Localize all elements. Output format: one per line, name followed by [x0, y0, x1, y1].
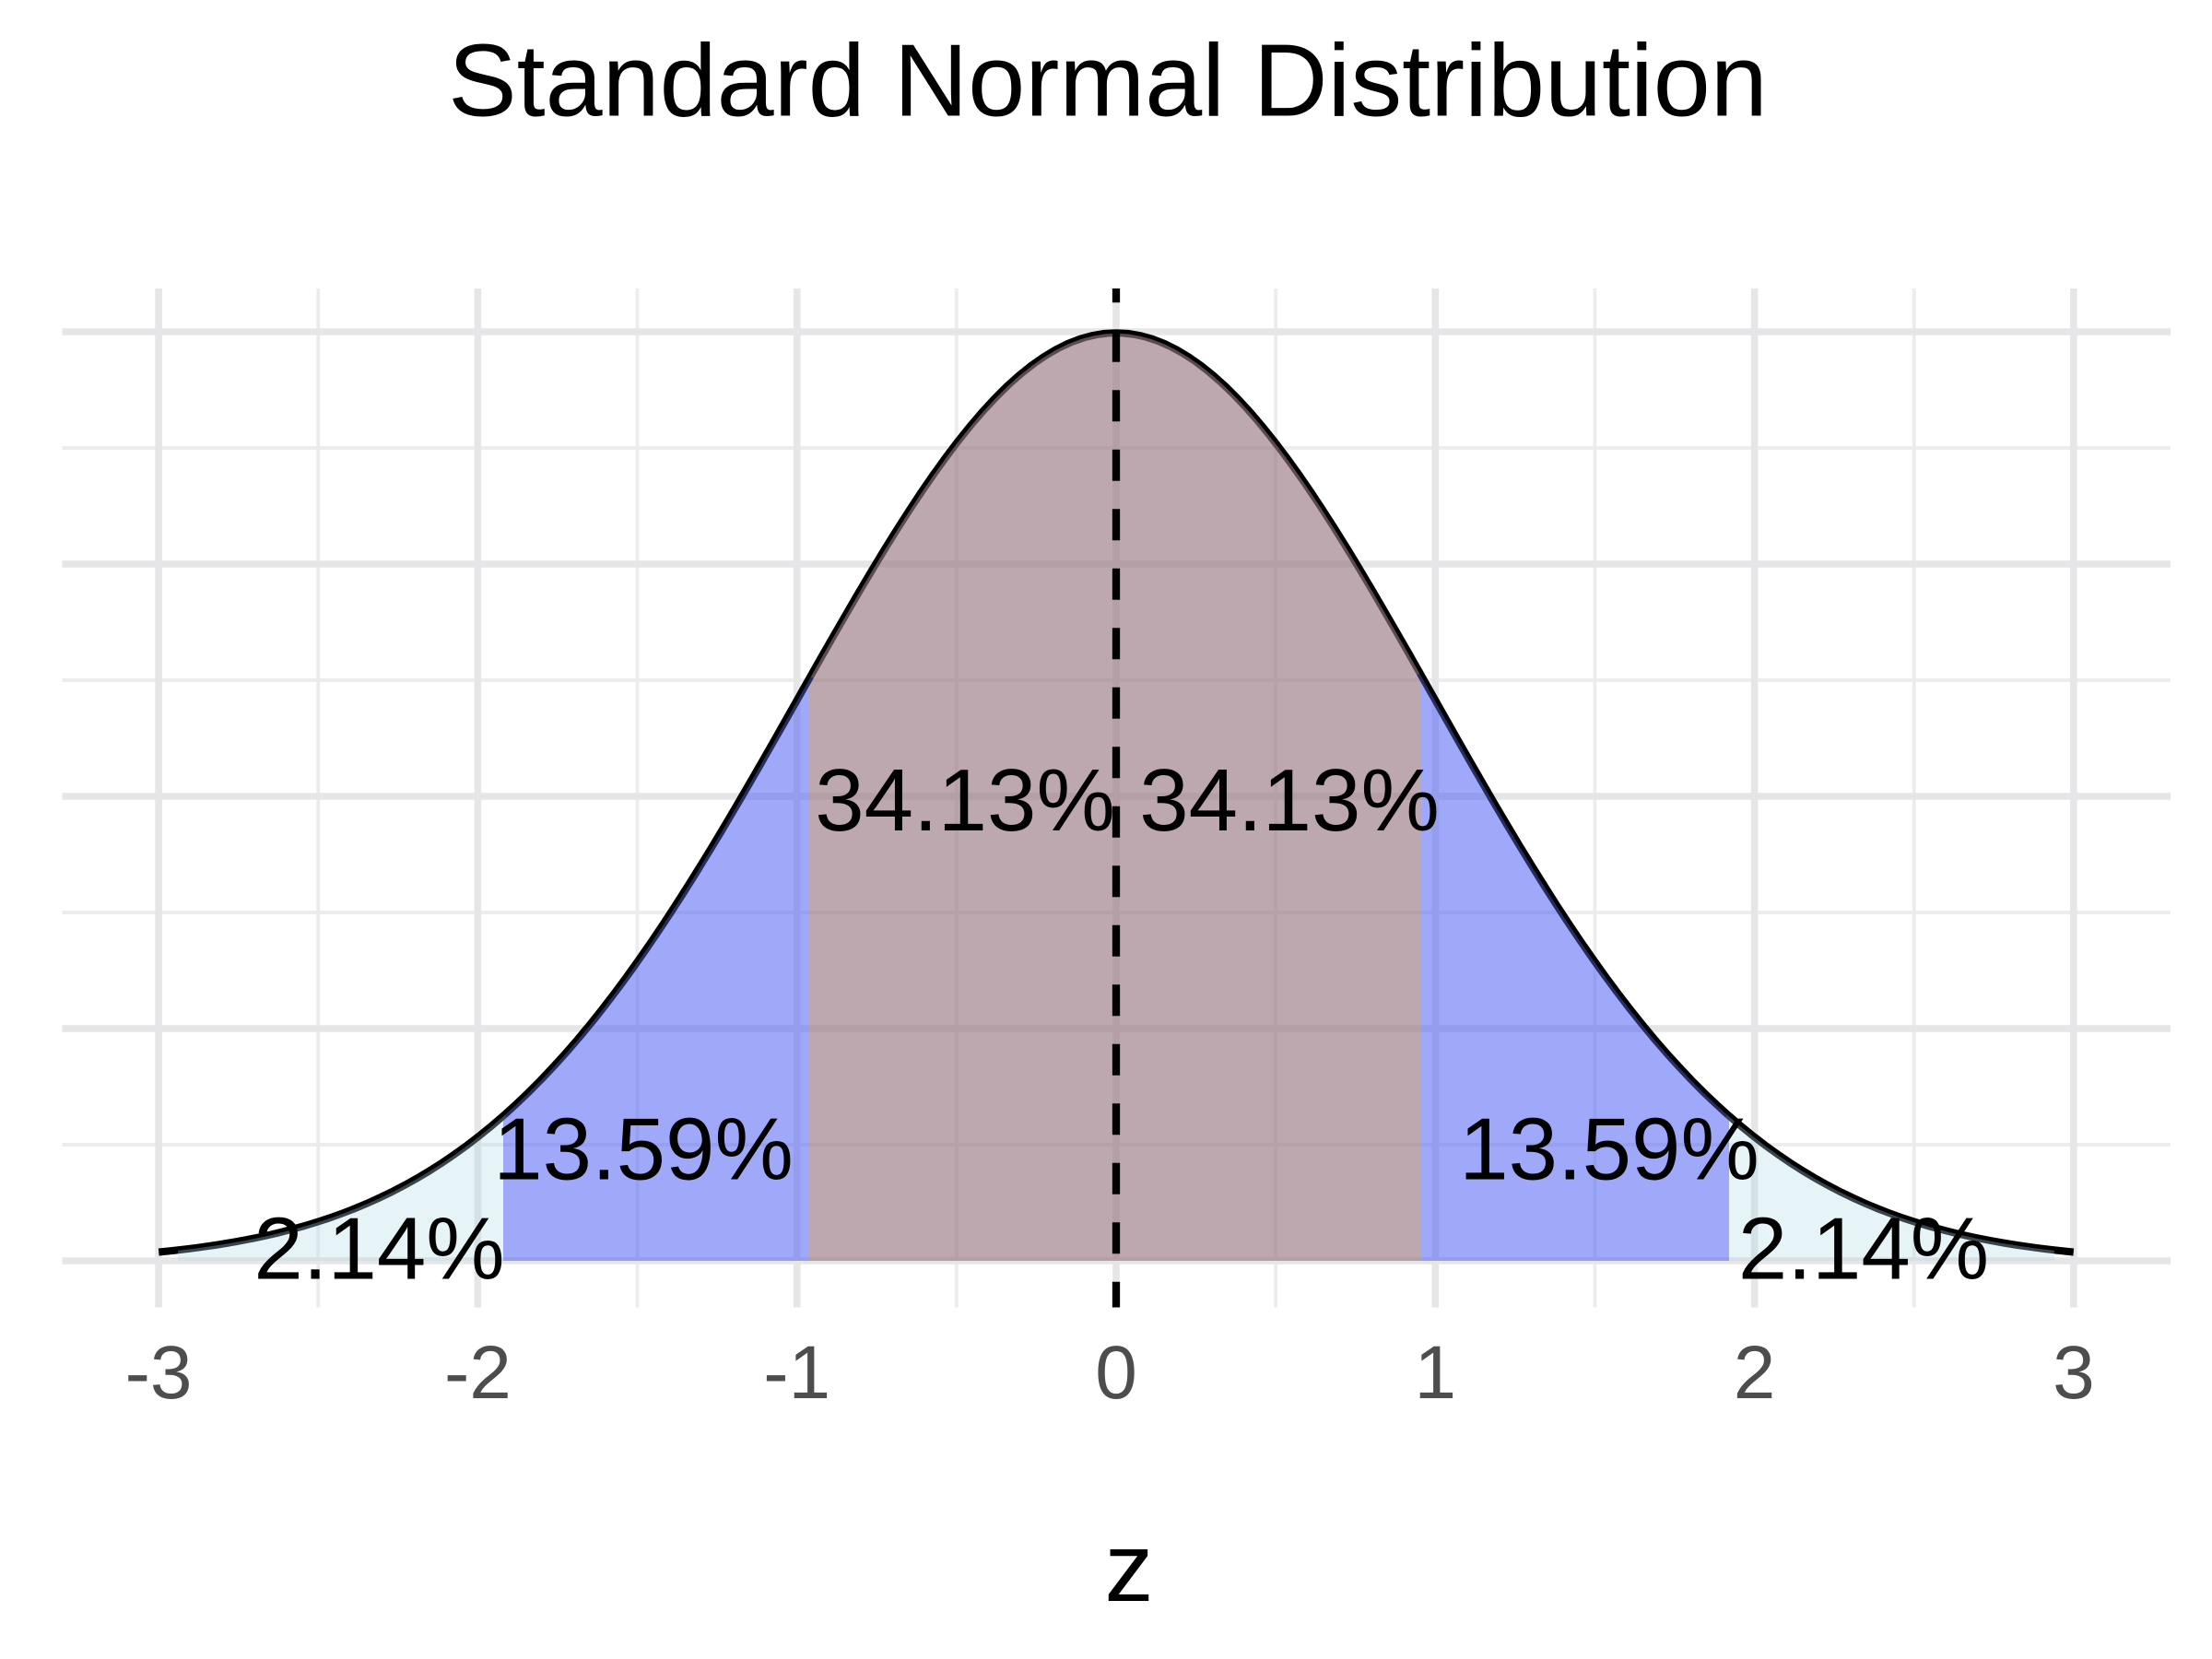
- svg-text:-3: -3: [125, 1331, 193, 1415]
- svg-text:2.14%: 2.14%: [1738, 1200, 1989, 1299]
- svg-text:13.59%: 13.59%: [493, 1100, 794, 1199]
- svg-text:z: z: [1105, 1513, 1154, 1622]
- svg-text:-2: -2: [444, 1331, 512, 1415]
- svg-text:2.14%: 2.14%: [253, 1200, 504, 1299]
- svg-text:34.13%: 34.13%: [1139, 751, 1440, 850]
- svg-text:3: 3: [2053, 1331, 2095, 1415]
- svg-text:Standard Normal Distribution: Standard Normal Distribution: [448, 23, 1768, 138]
- svg-text:0: 0: [1095, 1331, 1137, 1415]
- svg-text:2: 2: [1734, 1331, 1776, 1415]
- svg-text:1: 1: [1414, 1331, 1456, 1415]
- svg-text:13.59%: 13.59%: [1459, 1100, 1759, 1199]
- svg-text:34.13%: 34.13%: [815, 751, 1115, 850]
- svg-text:-1: -1: [763, 1331, 830, 1415]
